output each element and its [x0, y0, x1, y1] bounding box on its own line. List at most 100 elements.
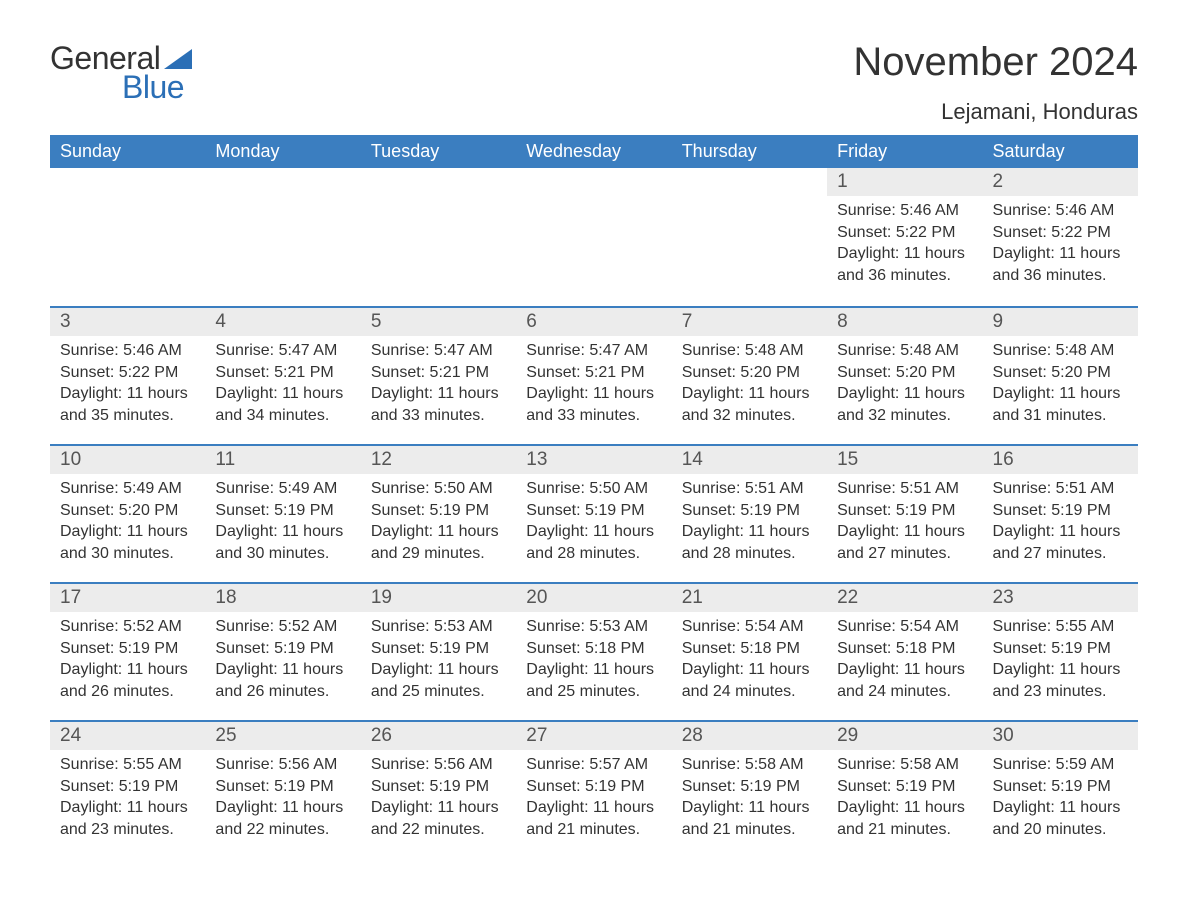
sunset-label: Sunset:	[215, 364, 274, 381]
daylight-line: Daylight: 11 hours and 21 minutes.	[837, 797, 972, 840]
sunrise-label: Sunrise:	[837, 756, 900, 773]
sunset-value: 5:19 PM	[430, 778, 490, 795]
day-details: Sunrise: 5:50 AMSunset: 5:19 PMDaylight:…	[516, 474, 671, 574]
sunrise-label: Sunrise:	[215, 756, 278, 773]
sunrise-line: Sunrise: 5:54 AM	[837, 616, 972, 638]
sunset-label: Sunset:	[837, 364, 896, 381]
sunrise-label: Sunrise:	[60, 756, 123, 773]
calendar-cell: 3Sunrise: 5:46 AMSunset: 5:22 PMDaylight…	[50, 306, 205, 444]
sunrise-line: Sunrise: 5:49 AM	[215, 478, 350, 500]
sunrise-line: Sunrise: 5:57 AM	[526, 754, 661, 776]
day-details: Sunrise: 5:48 AMSunset: 5:20 PMDaylight:…	[827, 336, 982, 436]
sunrise-label: Sunrise:	[60, 480, 123, 497]
calendar-cell: 10Sunrise: 5:49 AMSunset: 5:20 PMDayligh…	[50, 444, 205, 582]
day-details: Sunrise: 5:51 AMSunset: 5:19 PMDaylight:…	[672, 474, 827, 574]
daylight-label: Daylight:	[215, 799, 282, 816]
daylight-line: Daylight: 11 hours and 23 minutes.	[60, 797, 195, 840]
daylight-line: Daylight: 11 hours and 23 minutes.	[993, 659, 1128, 702]
daylight-label: Daylight:	[837, 523, 904, 540]
sunrise-label: Sunrise:	[682, 480, 745, 497]
logo-text-blue: Blue	[122, 69, 192, 106]
sunset-label: Sunset:	[993, 364, 1052, 381]
daylight-label: Daylight:	[837, 245, 904, 262]
day-number: 29	[827, 720, 982, 750]
sunrise-label: Sunrise:	[993, 342, 1056, 359]
sunrise-label: Sunrise:	[526, 756, 589, 773]
day-header: Monday	[205, 135, 360, 168]
daylight-label: Daylight:	[371, 799, 438, 816]
sunrise-value: 5:58 AM	[900, 756, 959, 773]
sunrise-line: Sunrise: 5:54 AM	[682, 616, 817, 638]
logo: General Blue	[50, 40, 192, 106]
daylight-label: Daylight:	[60, 523, 127, 540]
sunset-value: 5:21 PM	[274, 364, 334, 381]
daylight-label: Daylight:	[993, 799, 1060, 816]
sunrise-line: Sunrise: 5:47 AM	[371, 340, 506, 362]
day-number: 18	[205, 582, 360, 612]
sunset-label: Sunset:	[993, 502, 1052, 519]
sunrise-label: Sunrise:	[526, 618, 589, 635]
sunrise-value: 5:51 AM	[1056, 480, 1115, 497]
daylight-line: Daylight: 11 hours and 35 minutes.	[60, 383, 195, 426]
sunrise-value: 5:57 AM	[589, 756, 648, 773]
sunrise-label: Sunrise:	[993, 202, 1056, 219]
calendar-week: 17Sunrise: 5:52 AMSunset: 5:19 PMDayligh…	[50, 582, 1138, 720]
sunset-line: Sunset: 5:18 PM	[682, 638, 817, 660]
day-number: 8	[827, 306, 982, 336]
sunset-line: Sunset: 5:19 PM	[526, 776, 661, 798]
calendar-cell: 19Sunrise: 5:53 AMSunset: 5:19 PMDayligh…	[361, 582, 516, 720]
sunrise-label: Sunrise:	[215, 480, 278, 497]
sunrise-line: Sunrise: 5:48 AM	[837, 340, 972, 362]
sunset-label: Sunset:	[371, 502, 430, 519]
sunset-line: Sunset: 5:19 PM	[993, 638, 1128, 660]
location: Lejamani, Honduras	[853, 99, 1138, 125]
daylight-line: Daylight: 11 hours and 25 minutes.	[371, 659, 506, 702]
sunset-value: 5:21 PM	[585, 364, 645, 381]
sunset-value: 5:19 PM	[1051, 640, 1111, 657]
sunrise-line: Sunrise: 5:46 AM	[837, 200, 972, 222]
day-details: Sunrise: 5:48 AMSunset: 5:20 PMDaylight:…	[672, 336, 827, 436]
sunset-line: Sunset: 5:19 PM	[215, 638, 350, 660]
sunrise-label: Sunrise:	[60, 618, 123, 635]
sunset-value: 5:19 PM	[119, 640, 179, 657]
sunset-label: Sunset:	[526, 364, 585, 381]
daylight-line: Daylight: 11 hours and 29 minutes.	[371, 521, 506, 564]
day-number: 9	[983, 306, 1138, 336]
sunset-value: 5:19 PM	[119, 778, 179, 795]
sunset-line: Sunset: 5:19 PM	[215, 776, 350, 798]
daylight-label: Daylight:	[526, 799, 593, 816]
sunset-value: 5:19 PM	[430, 640, 490, 657]
day-number: 23	[983, 582, 1138, 612]
calendar-cell: 13Sunrise: 5:50 AMSunset: 5:19 PMDayligh…	[516, 444, 671, 582]
calendar-week: 1Sunrise: 5:46 AMSunset: 5:22 PMDaylight…	[50, 168, 1138, 306]
sunset-value: 5:22 PM	[119, 364, 179, 381]
sunset-label: Sunset:	[837, 778, 896, 795]
daylight-line: Daylight: 11 hours and 33 minutes.	[526, 383, 661, 426]
sunset-line: Sunset: 5:18 PM	[837, 638, 972, 660]
calendar-cell: 4Sunrise: 5:47 AMSunset: 5:21 PMDaylight…	[205, 306, 360, 444]
day-number: 2	[983, 168, 1138, 196]
sunrise-line: Sunrise: 5:52 AM	[60, 616, 195, 638]
day-number: 25	[205, 720, 360, 750]
daylight-label: Daylight:	[60, 661, 127, 678]
sunrise-label: Sunrise:	[526, 342, 589, 359]
sunrise-line: Sunrise: 5:50 AM	[526, 478, 661, 500]
day-number: 30	[983, 720, 1138, 750]
sunrise-line: Sunrise: 5:59 AM	[993, 754, 1128, 776]
sunrise-line: Sunrise: 5:47 AM	[526, 340, 661, 362]
sunset-value: 5:18 PM	[585, 640, 645, 657]
sunset-label: Sunset:	[60, 502, 119, 519]
day-details: Sunrise: 5:58 AMSunset: 5:19 PMDaylight:…	[672, 750, 827, 850]
sunrise-value: 5:47 AM	[434, 342, 493, 359]
day-number: 6	[516, 306, 671, 336]
day-number: 11	[205, 444, 360, 474]
daylight-label: Daylight:	[371, 385, 438, 402]
sunset-value: 5:19 PM	[585, 502, 645, 519]
day-number: 21	[672, 582, 827, 612]
sunset-line: Sunset: 5:19 PM	[215, 500, 350, 522]
daylight-line: Daylight: 11 hours and 32 minutes.	[837, 383, 972, 426]
sunrise-label: Sunrise:	[371, 480, 434, 497]
sunrise-value: 5:55 AM	[123, 756, 182, 773]
sunset-line: Sunset: 5:19 PM	[993, 776, 1128, 798]
day-number: 13	[516, 444, 671, 474]
